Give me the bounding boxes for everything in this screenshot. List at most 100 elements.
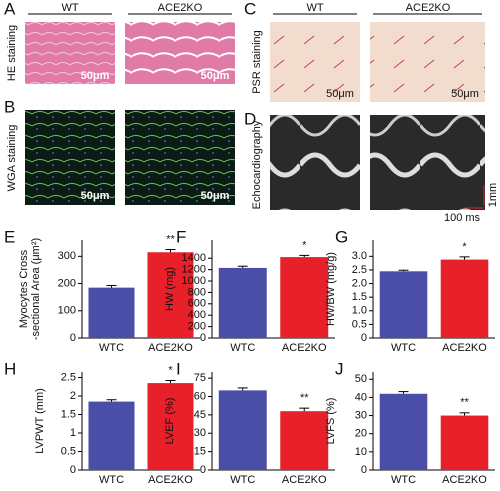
scale-label: 100 ms (444, 212, 481, 224)
x-tick-label: WTC (99, 342, 124, 354)
scale-label: 50μm (201, 70, 230, 82)
y-tick-label: 0 (361, 464, 367, 476)
y-tick-label: 40 (355, 391, 367, 403)
y-tick-label: 3.0 (352, 250, 367, 262)
panel-label: E (4, 227, 15, 246)
x-tick-label: ACE2KO (442, 342, 487, 354)
column-title: WT (306, 2, 323, 14)
psr-wt (270, 22, 360, 102)
scale-label: 50μm (326, 88, 354, 100)
x-tick-label: ACE2KO (148, 342, 193, 354)
y-tick-label: 800 (188, 286, 206, 298)
y-tick-label: 200 (58, 277, 76, 289)
y-tick-label: 400 (188, 309, 206, 321)
y-tick-label: 15 (194, 446, 206, 458)
bar (280, 411, 329, 470)
y-tick-label: 30 (355, 409, 367, 421)
y-tick-label: 100 (58, 305, 76, 317)
bar (218, 390, 267, 470)
y-tick-label: 2.0 (352, 277, 367, 289)
y-tick-label: 300 (58, 250, 76, 262)
panel-label: B (4, 97, 15, 116)
bar (88, 401, 135, 470)
panel-label: H (4, 359, 16, 378)
bar (218, 267, 267, 338)
y-tick-label: 600 (188, 298, 206, 310)
y-axis-label: HW/BW (mg/g) (325, 252, 337, 326)
row-label: PSR staining (251, 30, 263, 94)
y-tick-label: 75 (194, 372, 206, 384)
row-label: WGA staining (6, 125, 18, 192)
significance: * (462, 241, 467, 253)
psr-ko (370, 22, 485, 102)
column-title: ACE2KO (158, 2, 203, 14)
y-tick-label: 50 (355, 373, 367, 385)
row-label: Echocardiography (251, 120, 263, 209)
panel-label: J (335, 359, 344, 378)
significance: * (168, 364, 173, 376)
y-tick-label: 1000 (182, 275, 206, 287)
x-tick-label: WTC (230, 342, 255, 354)
panel-label: I (176, 359, 181, 378)
y-axis-label: LVFS (%) (325, 398, 337, 445)
y-tick-label: 30 (194, 427, 206, 439)
column-title: ACE2KO (406, 2, 451, 14)
x-tick-label: WTC (99, 474, 124, 486)
scale-label: 1mm (487, 183, 499, 207)
significance: ** (300, 392, 309, 404)
wga-ko (125, 110, 235, 205)
bar (379, 271, 428, 338)
echo-wt (270, 115, 360, 210)
y-axis-label: LVPWT (mm) (34, 388, 46, 454)
x-tick-label: ACE2KO (282, 342, 327, 354)
y-axis-label: -sectional Area (μm²) (30, 238, 42, 340)
bar (280, 257, 329, 338)
y-tick-label: 0 (70, 332, 76, 344)
y-tick-label: 0.5 (61, 445, 76, 457)
y-axis-label: HW (mg) (164, 267, 176, 311)
column-title: WT (61, 2, 78, 14)
scale-label: 50μm (201, 190, 230, 202)
y-tick-label: 0 (361, 332, 367, 344)
x-tick-label: WTC (230, 474, 255, 486)
panel-label: D (244, 109, 256, 128)
y-tick-label: 10 (355, 446, 367, 458)
y-tick-label: 1.5 (352, 291, 367, 303)
y-tick-label: 20 (355, 428, 367, 440)
panel-label: G (335, 227, 348, 246)
y-tick-label: 0.5 (352, 318, 367, 330)
y-tick-label: 2.5 (352, 264, 367, 276)
y-tick-label: 0 (200, 332, 206, 344)
x-tick-label: WTC (391, 342, 416, 354)
x-tick-label: ACE2KO (442, 474, 487, 486)
scale-label: 50μm (451, 88, 479, 100)
y-axis-label: Myocytes Cross (18, 249, 30, 328)
bar (88, 287, 135, 338)
bar (147, 252, 194, 338)
y-tick-label: 60 (194, 390, 206, 402)
y-axis-label: LVEF (%) (164, 398, 176, 445)
x-tick-label: ACE2KO (282, 474, 327, 486)
y-tick-label: 2 (70, 390, 76, 402)
y-tick-label: 2.5 (61, 371, 76, 383)
bar (379, 393, 428, 470)
he-ko (125, 22, 235, 84)
scale-label: 50μm (81, 190, 110, 202)
x-tick-label: WTC (391, 474, 416, 486)
significance: ** (166, 233, 175, 245)
y-tick-label: 1.5 (61, 408, 76, 420)
panel-label: C (244, 0, 256, 18)
wga-wt (25, 110, 115, 205)
image-layout (25, 13, 485, 210)
bar (440, 415, 489, 470)
y-tick-label: 45 (194, 409, 206, 421)
panel-label: A (4, 0, 16, 18)
panel-label: F (176, 227, 186, 246)
y-tick-label: 1 (70, 427, 76, 439)
y-tick-label: 1200 (182, 264, 206, 276)
y-tick-label: 0 (70, 464, 76, 476)
echo-ko (370, 115, 485, 210)
row-label: HE staining (6, 25, 18, 81)
x-tick-label: ACE2KO (148, 474, 193, 486)
